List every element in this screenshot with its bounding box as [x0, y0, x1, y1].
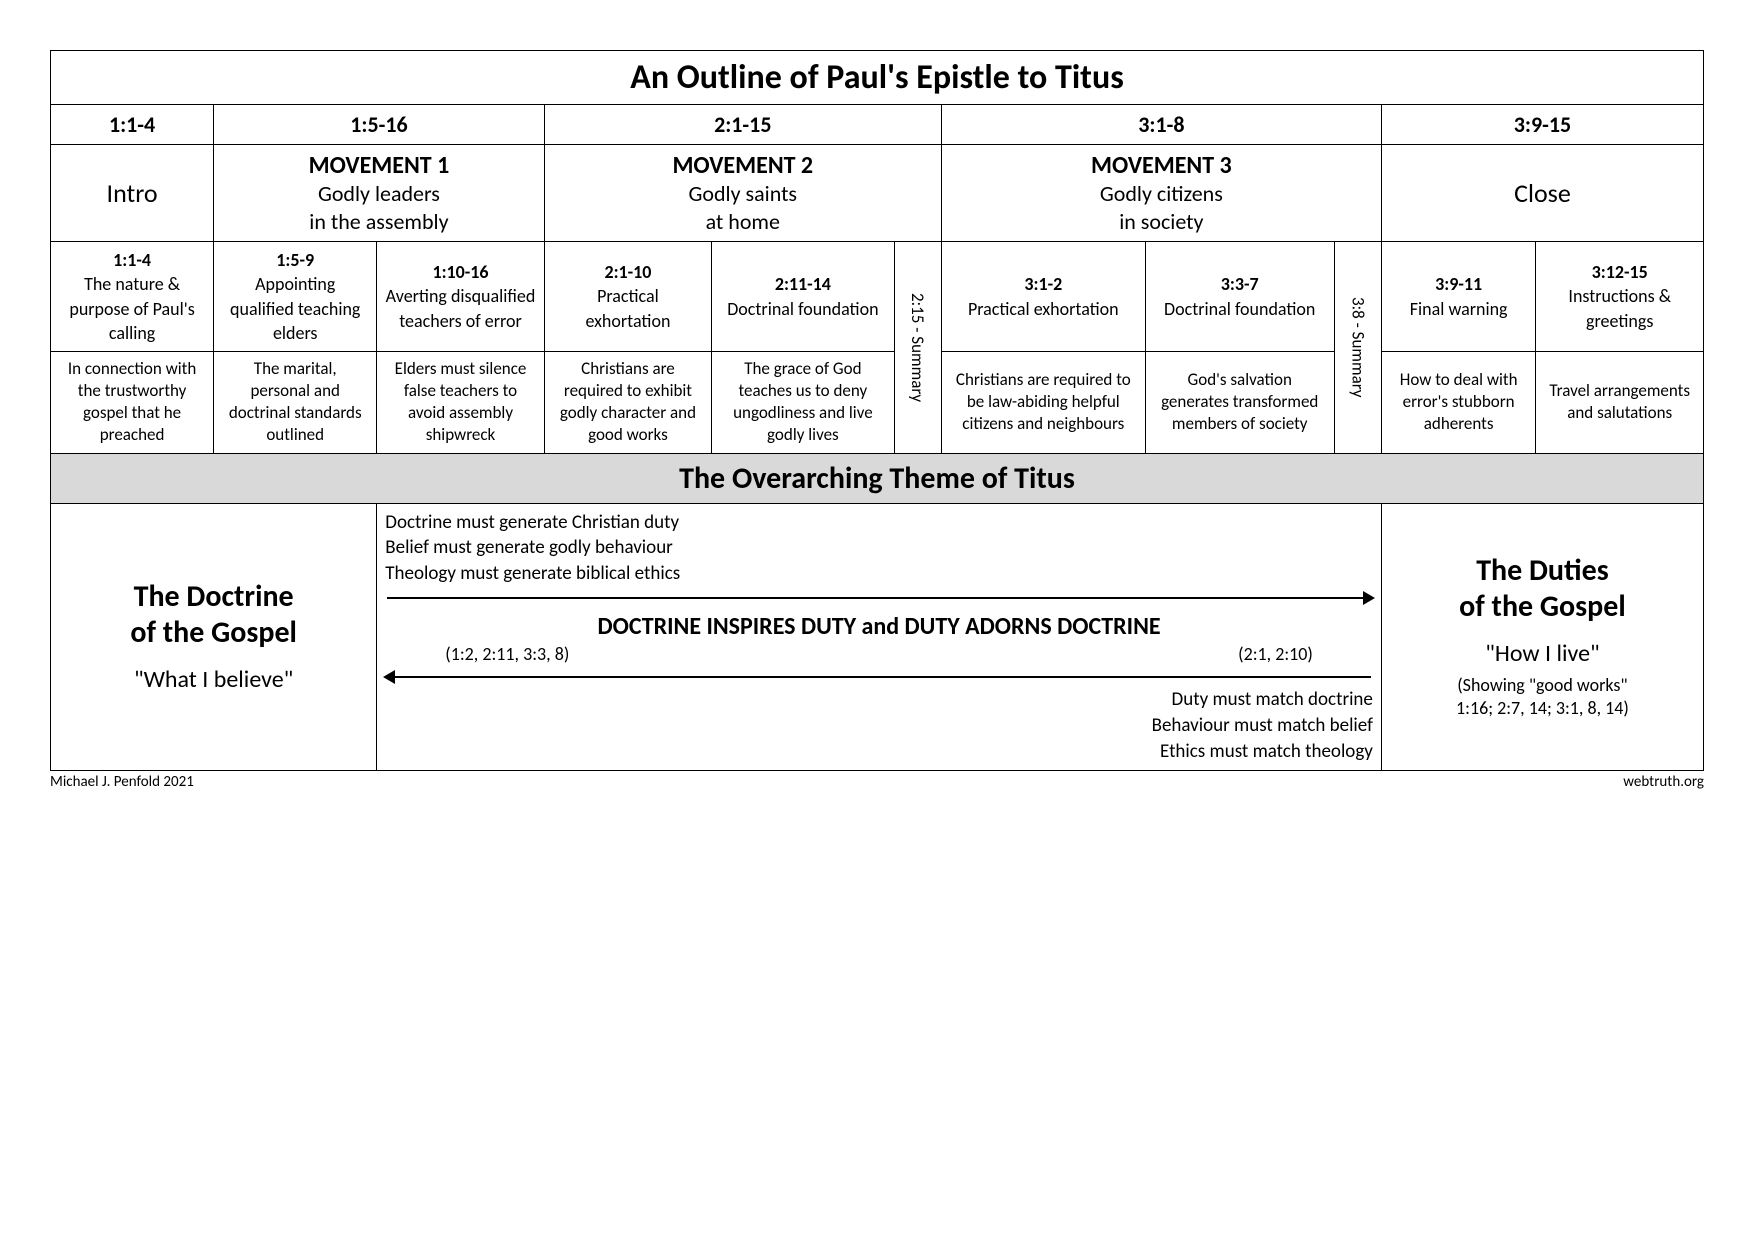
doctrine-title-2: of the Gospel [59, 615, 368, 651]
duties-panel: The Duties of the Gospel "How I live" (S… [1381, 503, 1703, 771]
movement-3-sub1: Godly citizens [950, 180, 1373, 208]
summary-2-15: 2:15 - Summary [894, 242, 941, 454]
main-title: An Outline of Paul's Epistle to Titus [51, 51, 1704, 105]
section-intro-ref: 1:1-4 [113, 249, 151, 271]
section-m1b-text: Averting disqualified teachers of error [386, 285, 536, 331]
credit-site: webtruth.org [1623, 773, 1704, 791]
movement-3-sub2: in society [950, 208, 1373, 236]
desc-m1b: Elders must silence false teachers to av… [377, 352, 544, 453]
section-m1a-text: Appointing qualified teaching elders [230, 273, 360, 344]
credit-author: Michael J. Penfold 2021 [50, 773, 194, 791]
section-c1-text: Final warning [1410, 298, 1508, 320]
movement-3: MOVEMENT 3 Godly citizens in society [941, 145, 1381, 242]
section-c1-ref: 3:9-11 [1435, 273, 1482, 295]
arrow-left-icon [385, 669, 1373, 685]
section-m1a-ref: 1:5-9 [276, 249, 314, 271]
section-m2a-text: Practical exhortation [585, 285, 670, 331]
duties-title-2: of the Gospel [1390, 589, 1695, 625]
section-m2b-text: Doctrinal foundation [727, 298, 878, 320]
duties-note-1: (Showing "good works" [1390, 674, 1695, 697]
movement-close: Close [1381, 145, 1703, 242]
verse-header-intro: 1:1-4 [51, 105, 214, 145]
doctrine-panel: The Doctrine of the Gospel "What I belie… [51, 503, 377, 771]
desc-m2a: Christians are required to exhibit godly… [544, 352, 711, 453]
section-m3b-text: Doctrinal foundation [1164, 298, 1315, 320]
section-c2-ref: 3:12-15 [1592, 261, 1648, 283]
center-phrase: DOCTRINE INSPIRES DUTY and DUTY ADORNS D… [385, 612, 1373, 641]
desc-m2b: The grace of God teaches us to deny ungo… [712, 352, 894, 453]
generate-line-1: Doctrine must generate Christian duty [385, 510, 1373, 536]
outline-table: An Outline of Paul's Epistle to Titus 1:… [50, 50, 1704, 771]
duties-title-1: The Duties [1390, 553, 1695, 589]
section-c2: 3:12-15 Instructions & greetings [1536, 242, 1704, 352]
verse-header-close: 3:9-15 [1381, 105, 1703, 145]
generate-line-2: Belief must generate godly behaviour [385, 535, 1373, 561]
section-m2a-ref: 2:1-10 [604, 261, 651, 283]
section-m3a-text: Practical exhortation [968, 298, 1119, 320]
center-refs: (1:2, 2:11, 3:3, 8) (2:1, 2:10) [385, 643, 1373, 665]
section-c1: 3:9-11 Final warning [1381, 242, 1536, 352]
section-m3b: 3:3-7 Doctrinal foundation [1145, 242, 1334, 352]
match-line-1: Duty must match doctrine [385, 687, 1373, 713]
movement-intro: Intro [51, 145, 214, 242]
desc-intro: In connection with the trustworthy gospe… [51, 352, 214, 453]
movement-2-sub1: Godly saints [553, 180, 933, 208]
section-m1a: 1:5-9 Appointing qualified teaching elde… [214, 242, 377, 352]
section-m3a: 3:1-2 Practical exhortation [941, 242, 1145, 352]
generate-line-3: Theology must generate biblical ethics [385, 561, 1373, 587]
desc-m3a: Christians are required to be law-abidin… [941, 352, 1145, 453]
section-intro: 1:1-4 The nature & purpose of Paul's cal… [51, 242, 214, 352]
movement-1-sub2: in the assembly [222, 208, 536, 236]
desc-m3b: God's salvation generates transformed me… [1145, 352, 1334, 453]
section-m1b-ref: 1:10-16 [432, 261, 488, 283]
section-m2b: 2:11-14 Doctrinal foundation [712, 242, 894, 352]
section-m3a-ref: 3:1-2 [1024, 273, 1062, 295]
summary-3-8: 3:8 - Summary [1334, 242, 1381, 454]
movement-2: MOVEMENT 2 Godly saints at home [544, 145, 941, 242]
center-ref-left: (1:2, 2:11, 3:3, 8) [445, 643, 569, 665]
duties-quote: "How I live" [1390, 639, 1695, 668]
theme-center-panel: Doctrine must generate Christian duty Be… [377, 503, 1382, 771]
match-line-2: Behaviour must match belief [385, 713, 1373, 739]
close-label: Close [1514, 177, 1571, 209]
section-c2-text: Instructions & greetings [1568, 285, 1671, 331]
section-m2b-ref: 2:11-14 [775, 273, 831, 295]
match-line-3: Ethics must match theology [385, 739, 1373, 765]
movement-1-sub1: Godly leaders [222, 180, 536, 208]
desc-c2: Travel arrangements and salutations [1536, 352, 1704, 453]
intro-label: Intro [107, 177, 158, 209]
credits-row: Michael J. Penfold 2021 webtruth.org [50, 773, 1704, 791]
doctrine-quote: "What I believe" [59, 665, 368, 694]
movement-1: MOVEMENT 1 Godly leaders in the assembly [214, 145, 545, 242]
verse-header-m1: 1:5-16 [214, 105, 545, 145]
movement-3-title: MOVEMENT 3 [950, 151, 1373, 180]
movement-1-title: MOVEMENT 1 [222, 151, 536, 180]
desc-c1: How to deal with error's stubborn adhere… [1381, 352, 1536, 453]
arrow-right-icon [385, 590, 1373, 606]
section-m2a: 2:1-10 Practical exhortation [544, 242, 711, 352]
doctrine-title-1: The Doctrine [59, 579, 368, 615]
verse-header-m2: 2:1-15 [544, 105, 941, 145]
movement-2-title: MOVEMENT 2 [553, 151, 933, 180]
duties-note-2: 1:16; 2:7, 14; 3:1, 8, 14) [1390, 697, 1695, 720]
theme-banner: The Overarching Theme of Titus [51, 453, 1704, 503]
section-intro-text: The nature & purpose of Paul's calling [69, 273, 194, 344]
section-m1b: 1:10-16 Averting disqualified teachers o… [377, 242, 544, 352]
movement-2-sub2: at home [553, 208, 933, 236]
center-ref-right: (2:1, 2:10) [1238, 643, 1313, 665]
verse-header-m3: 3:1-8 [941, 105, 1381, 145]
desc-m1a: The marital, personal and doctrinal stan… [214, 352, 377, 453]
section-m3b-ref: 3:3-7 [1221, 273, 1259, 295]
